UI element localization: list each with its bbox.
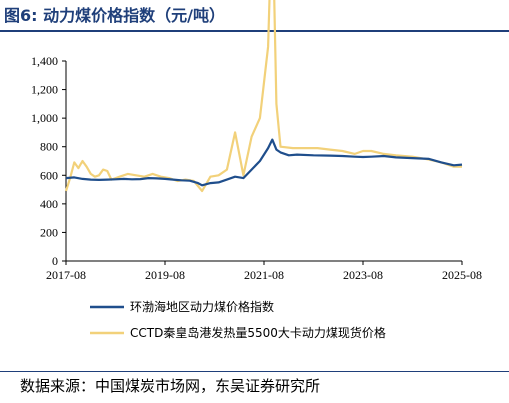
y-tick-label: 0 (52, 254, 58, 268)
chart-series (64, 0, 463, 193)
x-tick-label: 2023-08 (343, 268, 383, 282)
y-tick-label: 200 (40, 225, 58, 239)
x-tick-label: 2017-08 (46, 268, 86, 282)
y-tick-label: 400 (40, 197, 58, 211)
y-tick-label: 1,000 (31, 111, 58, 125)
legend-label-2: CCTD秦皇岛港发热量5500大卡动力煤现货价格 (130, 325, 386, 340)
legend-label-1: 环渤海地区动力煤价格指数 (130, 299, 274, 314)
chart-axes: 0 200 400 600 800 1,000 1,200 1,400 2017-08 2019-… (31, 54, 482, 282)
x-tick-label: 2021-08 (244, 268, 284, 282)
chart-legend: 环渤海地区动力煤价格指数 CCTD秦皇岛港发热量5500大卡动力煤现货价格 (90, 299, 386, 340)
y-tick-label: 1,400 (31, 54, 58, 68)
source-note: 数据来源：中国煤炭市场网，东吴证券研究所 (20, 377, 321, 395)
x-tick-label: 2025-08 (442, 268, 482, 282)
y-tick-label: 1,200 (31, 83, 58, 97)
series-line-2 (64, 0, 462, 193)
source-divider (0, 371, 509, 372)
series-line-1 (65, 138, 463, 187)
y-tick-label: 600 (40, 168, 58, 182)
figure-title: 图6: 动力煤价格指数（元/吨） (4, 6, 225, 25)
title-divider (0, 30, 509, 32)
x-tick-label: 2019-08 (145, 268, 185, 282)
y-tick-label: 800 (40, 140, 58, 154)
